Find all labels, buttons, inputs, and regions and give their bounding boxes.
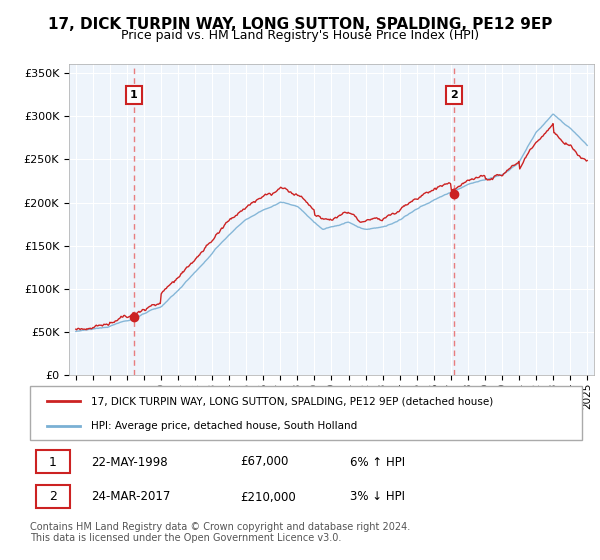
Text: 2: 2 [49,491,56,503]
Text: Contains HM Land Registry data © Crown copyright and database right 2024.
This d: Contains HM Land Registry data © Crown c… [30,521,410,543]
FancyBboxPatch shape [35,485,70,507]
Text: £67,000: £67,000 [240,455,288,469]
Text: 3% ↓ HPI: 3% ↓ HPI [350,491,405,503]
Text: HPI: Average price, detached house, South Holland: HPI: Average price, detached house, Sout… [91,421,357,431]
Text: 24-MAR-2017: 24-MAR-2017 [91,491,170,503]
Text: 17, DICK TURPIN WAY, LONG SUTTON, SPALDING, PE12 9EP (detached house): 17, DICK TURPIN WAY, LONG SUTTON, SPALDI… [91,396,493,407]
FancyBboxPatch shape [30,386,582,440]
Text: 17, DICK TURPIN WAY, LONG SUTTON, SPALDING, PE12 9EP: 17, DICK TURPIN WAY, LONG SUTTON, SPALDI… [48,17,552,32]
Text: 1: 1 [130,90,137,100]
Text: 6% ↑ HPI: 6% ↑ HPI [350,455,405,469]
Text: Price paid vs. HM Land Registry's House Price Index (HPI): Price paid vs. HM Land Registry's House … [121,29,479,42]
Text: 2: 2 [451,90,458,100]
Text: 1: 1 [49,455,56,469]
Text: 22-MAY-1998: 22-MAY-1998 [91,455,167,469]
FancyBboxPatch shape [35,450,70,473]
Text: £210,000: £210,000 [240,491,296,503]
